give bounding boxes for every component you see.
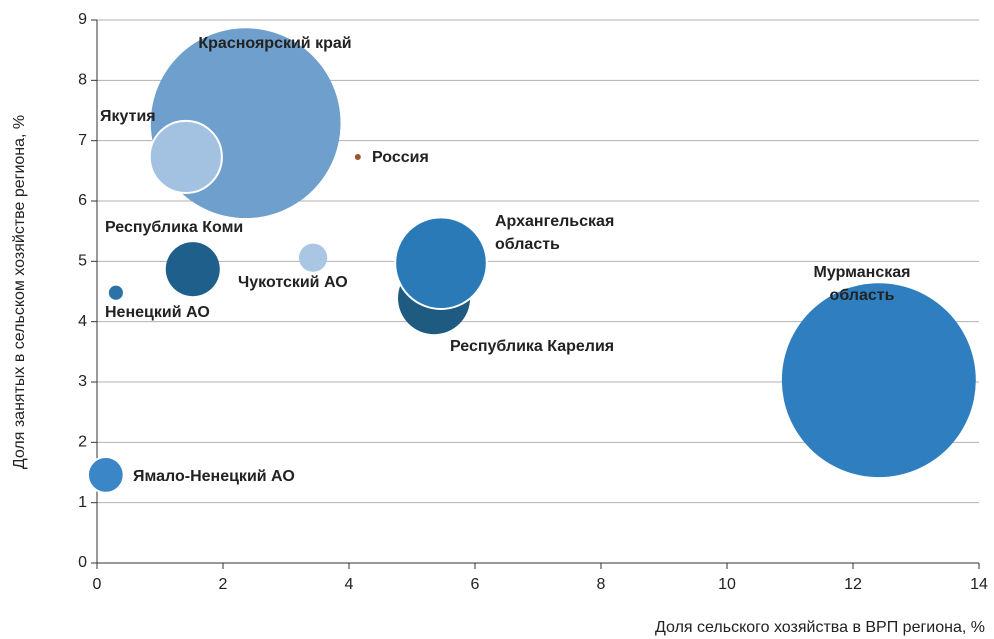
bubble-label: Республика Карелия (450, 338, 614, 355)
bubble (394, 216, 488, 310)
bubble (352, 151, 363, 162)
bubble-label: Ненецкий АО (105, 304, 210, 321)
x-tick-label: 8 (597, 576, 606, 593)
y-tick-label: 6 (78, 192, 87, 209)
bubble (86, 456, 125, 494)
y-tick-label: 3 (78, 373, 87, 390)
bubble-label: Ямало-Ненецкий АО (133, 468, 295, 485)
bubble (108, 285, 123, 300)
y-tick-label: 8 (78, 72, 87, 89)
y-tick-label: 7 (78, 132, 87, 149)
y-tick-label: 9 (78, 11, 87, 28)
bubble (298, 243, 328, 272)
bubble-label: Чукотский АО (238, 274, 348, 291)
x-tick-label: 4 (345, 576, 354, 593)
y-axis-label: Доля занятых в сельском хозяйстве регион… (11, 115, 28, 469)
x-tick-label: 14 (970, 576, 988, 593)
bubble (781, 283, 976, 478)
bubble (165, 242, 220, 297)
y-tick-label: 1 (78, 494, 87, 511)
bubble-label: Архангельская (495, 213, 614, 230)
x-axis-label: Доля сельского хозяйства в ВРП региона, … (655, 619, 985, 636)
x-tick-label: 0 (93, 576, 102, 593)
bubble-label: Мурманская (814, 264, 911, 281)
bubble-label: область (495, 236, 560, 253)
bubble-label: область (830, 287, 895, 304)
x-tick-label: 2 (219, 576, 228, 593)
x-tick-label: 6 (471, 576, 480, 593)
bubble (148, 119, 223, 195)
y-tick-label: 5 (78, 253, 87, 270)
bubble-label: Россия (372, 149, 429, 166)
bubble-label: Якутия (100, 108, 156, 125)
bubble-label: Красноярский край (198, 35, 351, 52)
y-tick-label: 2 (78, 434, 87, 451)
x-tick-label: 10 (718, 576, 736, 593)
y-tick-label: 4 (78, 313, 87, 330)
x-tick-label: 12 (844, 576, 862, 593)
bubble-label: Республика Коми (105, 219, 243, 236)
y-tick-label: 0 (78, 554, 87, 571)
